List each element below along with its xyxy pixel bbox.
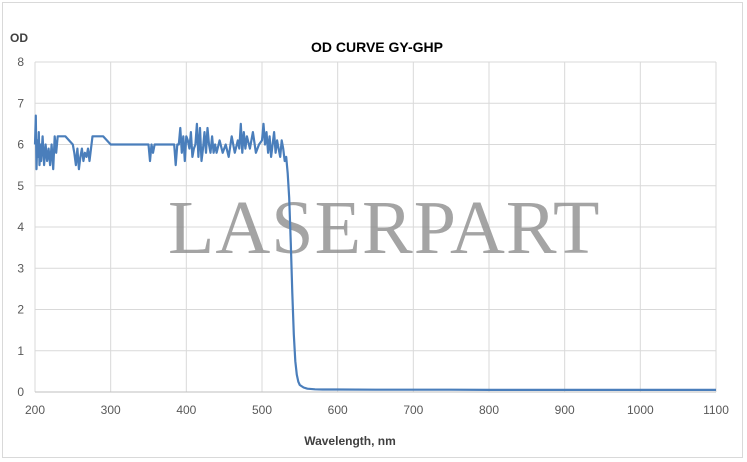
x-tick-labels: 200 300 400 500 600 700 800 900 1000 1100 (25, 403, 729, 417)
watermark-logo: LASERPART (168, 186, 600, 270)
y-tick-label-0: 0 (17, 385, 24, 399)
x-tick-label-1000: 1000 (627, 403, 654, 417)
x-tick-label-300: 300 (101, 403, 121, 417)
y-tick-label-4: 4 (17, 220, 24, 234)
x-tick-label-400: 400 (176, 403, 196, 417)
y-axis-label: OD (10, 31, 28, 45)
od-series-line (33, 114, 716, 391)
chart-frame (2, 2, 743, 458)
y-tick-label-3: 3 (17, 261, 24, 275)
x-tick-label-600: 600 (328, 403, 348, 417)
x-axis-label: Wavelength, nm (304, 434, 396, 448)
x-tick-label-900: 900 (555, 403, 575, 417)
x-tick-label-200: 200 (25, 403, 45, 417)
y-tick-labels: 0 1 2 3 4 5 6 7 8 (17, 55, 24, 399)
x-tick-label-700: 700 (403, 403, 423, 417)
y-tick-label-6: 6 (17, 138, 24, 152)
y-tick-label-8: 8 (17, 55, 24, 69)
y-tick-label-2: 2 (17, 303, 24, 317)
y-tick-label-7: 7 (17, 96, 24, 110)
x-tick-label-800: 800 (479, 403, 499, 417)
y-tick-label-5: 5 (17, 179, 24, 193)
x-tick-label-500: 500 (252, 403, 272, 417)
chart-title: OD CURVE GY-GHP (311, 39, 443, 55)
y-tick-label-1: 1 (17, 344, 24, 358)
x-tick-label-1100: 1100 (703, 403, 729, 417)
